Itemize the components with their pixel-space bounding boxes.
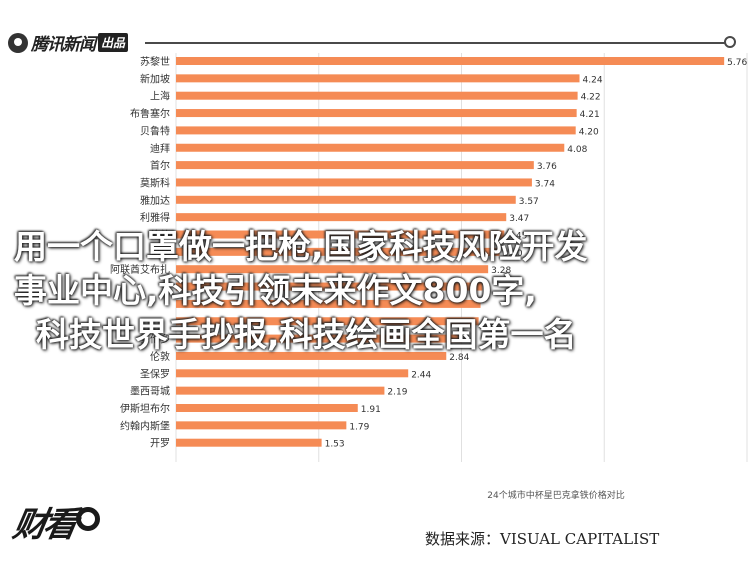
bar xyxy=(176,161,534,170)
category-label: 迪拜 xyxy=(150,143,170,155)
bar xyxy=(176,126,576,135)
caikan-ring-icon xyxy=(76,507,100,531)
data-label: 3.57 xyxy=(519,197,539,207)
category-label: 伊斯坦布尔 xyxy=(120,402,170,415)
overlay-line-3: 科技世界手抄报,科技绘画全国第一名 xyxy=(36,315,577,354)
data-label: 4.21 xyxy=(580,110,600,120)
data-label: 1.53 xyxy=(325,440,345,450)
bar xyxy=(176,282,483,291)
overlay-line-1: 用一个口罩做一把枪,国家科技风险开发 xyxy=(14,227,588,266)
bar xyxy=(176,299,481,308)
category-label: 墨西哥城 xyxy=(130,386,170,398)
category-label: 约翰内斯堡 xyxy=(120,419,170,432)
bar xyxy=(176,91,578,100)
bar xyxy=(176,109,577,118)
bar xyxy=(176,230,505,239)
tencent-news-logo: 腾讯新闻 出品 xyxy=(8,30,129,55)
data-label: 1.91 xyxy=(361,405,381,415)
category-label: 圣保罗 xyxy=(140,367,170,380)
overlay-line-2: 事业中心,科技引领未来作文800字, xyxy=(14,271,537,310)
bar xyxy=(176,178,532,187)
category-label: 多伦多 xyxy=(140,333,170,346)
bar xyxy=(176,369,409,378)
bar xyxy=(176,334,462,343)
x-axis-label: 24个城市中杯星巴克拿铁价格对比 xyxy=(487,489,624,500)
category-label: 阿联酋艾布扎 xyxy=(110,263,170,276)
bar xyxy=(176,195,516,204)
category-label: 雅加达 xyxy=(140,194,170,207)
category-label: 布鲁塞尔 xyxy=(130,107,170,120)
bar xyxy=(176,421,347,430)
bar xyxy=(176,213,507,222)
data-label: 4.20 xyxy=(579,127,599,137)
bar xyxy=(176,404,358,412)
caikan-logo: 财看 xyxy=(10,497,104,552)
data-label: 3.40 xyxy=(503,249,523,259)
brand-badge: 出品 xyxy=(98,33,129,52)
bar xyxy=(176,317,479,326)
header-rule-dot-icon xyxy=(724,36,736,48)
bar xyxy=(176,247,500,256)
data-label: 3.76 xyxy=(537,162,557,172)
bar xyxy=(176,265,489,274)
bar xyxy=(176,74,580,83)
brand-name: 腾讯新闻 xyxy=(31,35,96,55)
data-label: 3.28 xyxy=(491,266,511,276)
category-label: 上海 xyxy=(150,90,170,103)
category-label: 首尔 xyxy=(150,159,170,172)
data-label: 2.84 xyxy=(449,353,469,363)
bar xyxy=(176,57,725,65)
tencent-logo-icon xyxy=(8,32,28,53)
data-label: 1.79 xyxy=(349,422,369,432)
data-source: 数据来源：VISUAL CAPITALIST xyxy=(425,530,660,548)
bar xyxy=(176,386,385,395)
bar xyxy=(176,143,565,152)
data-label: 4.08 xyxy=(567,145,587,155)
category-label: 开罗 xyxy=(150,438,170,450)
category-label: 伦敦 xyxy=(150,229,170,242)
data-label: 2.19 xyxy=(387,388,407,398)
category-label: 柏林 xyxy=(150,246,170,259)
bar-chart: 苏黎世 5.76 新加坡 4.24 上海 4.22 布鲁塞尔 4.21 贝鲁特 4.20 迪拜 4.0… xyxy=(110,53,748,500)
data-label: 3.47 xyxy=(509,214,529,224)
category-label: 贝鲁特 xyxy=(140,124,170,137)
header-bar: 腾讯新闻 出品 xyxy=(0,0,750,84)
header-rule xyxy=(145,42,730,44)
data-label: 4.24 xyxy=(583,75,603,85)
category-label: 苏黎世 xyxy=(140,55,170,68)
data-label: 5.76 xyxy=(727,58,747,68)
data-label: 3.74 xyxy=(535,179,555,189)
bar xyxy=(176,438,322,447)
data-label: 4.22 xyxy=(581,93,601,103)
category-label: 新加坡 xyxy=(140,72,170,85)
category-label: 莫斯科 xyxy=(140,176,170,189)
bar xyxy=(176,351,447,360)
data-label: 2.44 xyxy=(411,370,431,380)
category-label: 利雅得 xyxy=(140,211,170,224)
category-label: 伦敦 xyxy=(150,350,170,363)
data-label: 3.45 xyxy=(507,232,527,242)
